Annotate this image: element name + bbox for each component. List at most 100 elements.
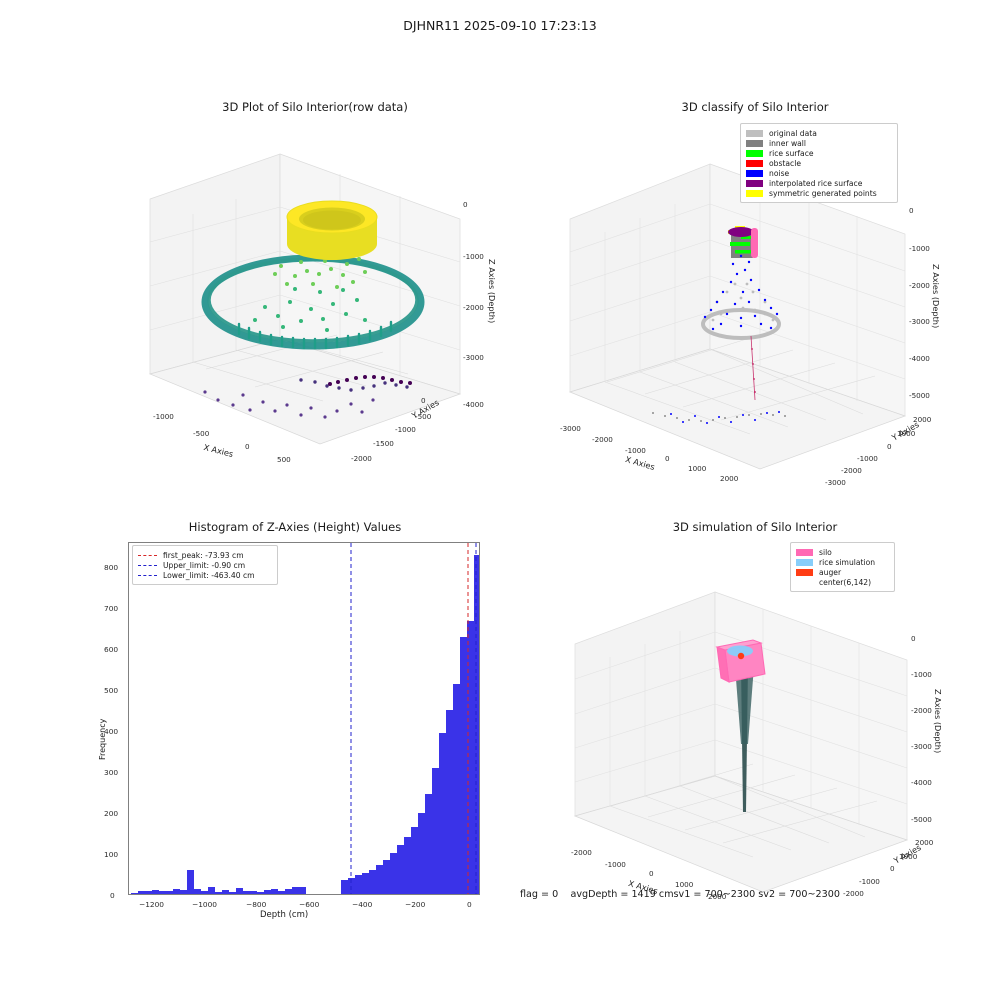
legend-row-inner-wall: inner wall xyxy=(746,138,891,148)
legend-label-noise: noise xyxy=(769,168,790,178)
panel-classify-3d-plot: 3D classify of Silo Interior xyxy=(545,100,965,487)
sim-ztick-4: -4000 xyxy=(911,778,932,787)
legend-swatch-obstacle xyxy=(746,159,763,167)
legend-label-center: center(6,142) xyxy=(819,577,872,587)
hist-xtick-0: 0 xyxy=(467,900,472,909)
sim-z-axis-label: Z Axies (Depth) xyxy=(933,689,943,754)
legend-swatch-symmetric-generated-points xyxy=(746,189,763,197)
histogram-plot-area[interactable]: first_peak: -73.93 cm Upper_limit: -0.90… xyxy=(128,542,480,895)
legend-row-rice-surface: rice surface xyxy=(746,148,891,158)
classify-ytick-5: -3000 xyxy=(825,478,846,487)
legend-label-rice-simulation: rice simulation xyxy=(819,557,876,567)
legend-row-center: center(6,142) xyxy=(796,577,888,587)
hist-ytick-400: 400 xyxy=(104,727,119,736)
sim-xtick-4: 2000 xyxy=(708,892,727,901)
classify-ztick-5: -5000 xyxy=(909,391,930,400)
sim-ztick-0: 0 xyxy=(911,634,916,643)
legend-dash-upper-limit xyxy=(138,564,157,566)
legend-row-original-data: original data xyxy=(746,128,891,138)
legend-label-interpolated-rice-surface: interpolated rice surface xyxy=(769,178,863,188)
legend-row-lower-limit: Lower_limit: -463.40 cm xyxy=(138,570,271,580)
auger-head xyxy=(737,652,745,660)
sim-ytick-0: 2000 xyxy=(915,838,934,847)
legend-dash-first-peak xyxy=(138,554,157,556)
hist-ytick-100: 100 xyxy=(104,850,119,859)
simulation-legend: silo rice simulation auger center(6,142) xyxy=(790,542,895,592)
legend-label-inner-wall: inner wall xyxy=(769,138,807,148)
raw-ztick-0: 0 xyxy=(463,200,468,209)
classify-xtick-0: -3000 xyxy=(560,424,581,433)
legend-row-first-peak: first_peak: -73.93 cm xyxy=(138,550,271,560)
raw-xtick-3: 500 xyxy=(277,455,291,464)
legend-swatch-rice-simulation xyxy=(796,558,813,566)
hist-ytick-700: 700 xyxy=(104,604,119,613)
hist-xtick--200: −200 xyxy=(405,900,426,909)
raw-ytick-4: -2000 xyxy=(351,454,372,463)
classify-ztick-1: -1000 xyxy=(909,244,930,253)
legend-swatch-auger xyxy=(796,568,813,576)
simulation-3d-axes[interactable]: silo rice simulation auger center(6,142)… xyxy=(545,542,965,901)
raw-z-axis-label: Z Axies (Depth) xyxy=(487,259,497,324)
sim-xtick-2: 0 xyxy=(649,869,654,878)
legend-label-upper-limit: Upper_limit: -0.90 cm xyxy=(163,560,246,570)
raw-3d-canvas xyxy=(148,153,462,445)
legend-label-lower-limit: Lower_limit: -463.40 cm xyxy=(163,570,255,580)
hist-x-axis-label: Depth (cm) xyxy=(260,910,309,920)
classify-ztick-4: -4000 xyxy=(909,354,930,363)
sim-xtick-0: -2000 xyxy=(571,848,592,857)
hist-ytick-300: 300 xyxy=(104,768,119,777)
raw-xtick-1: -500 xyxy=(193,429,210,438)
classify-ytick-0: 2000 xyxy=(913,415,932,424)
legend-row-noise: noise xyxy=(746,168,891,178)
classify-xtick-2: -1000 xyxy=(625,446,646,455)
raw-ytick-1: -500 xyxy=(415,412,432,421)
legend-label-symmetric-generated-points: symmetric generated points xyxy=(769,188,877,198)
classify-ytick-1: 1000 xyxy=(897,429,916,438)
legend-label-rice-surface: rice surface xyxy=(769,148,814,158)
sim-ztick-2: -2000 xyxy=(911,706,932,715)
classify-ytick-2: 0 xyxy=(887,442,892,451)
sim-ztick-3: -3000 xyxy=(911,742,932,751)
sim-ytick-4: -2000 xyxy=(843,889,864,898)
panel-raw-title: 3D Plot of Silo Interior(row data) xyxy=(222,100,408,114)
raw-ytick-0: 0 xyxy=(421,396,426,405)
sim-ytick-1: 1000 xyxy=(899,852,918,861)
classify-ytick-3: -1000 xyxy=(857,454,878,463)
sim-ytick-3: -1000 xyxy=(859,877,880,886)
legend-row-obstacle: obstacle xyxy=(746,158,891,168)
raw-xtick-0: -1000 xyxy=(153,412,174,421)
legend-row-interpolated-rice-surface: interpolated rice surface xyxy=(746,178,891,188)
raw-ztick-3: -3000 xyxy=(463,353,484,362)
legend-label-original-data: original data xyxy=(769,128,817,138)
legend-row-auger: auger xyxy=(796,567,888,577)
hist-xtick--600: −600 xyxy=(299,900,320,909)
sim-ztick-1: -1000 xyxy=(911,670,932,679)
figure-suptitle: DJHNR11 2025-09-10 17:23:13 xyxy=(403,18,597,33)
sim-xtick-3: 1000 xyxy=(675,880,694,889)
legend-swatch-inner-wall xyxy=(746,139,763,147)
classify-ytick-4: -2000 xyxy=(841,466,862,475)
histogram-legend: first_peak: -73.93 cm Upper_limit: -0.90… xyxy=(132,545,278,585)
classify-3d-axes[interactable]: original data inner wall rice surface ob… xyxy=(545,123,965,487)
legend-swatch-original-data xyxy=(746,129,763,137)
raw-ztick-4: -4000 xyxy=(463,400,484,409)
classify-legend: original data inner wall rice surface ob… xyxy=(740,123,898,203)
classify-xtick-5: 2000 xyxy=(720,474,739,483)
histogram-bars xyxy=(131,555,479,894)
panel-simulation-title: 3D simulation of Silo Interior xyxy=(672,520,838,534)
raw-3d-axes[interactable]: 0 -1000 -2000 -3000 -4000 Z Axies (Depth… xyxy=(115,124,515,480)
legend-label-silo: silo xyxy=(819,547,832,557)
classify-xtick-1: -2000 xyxy=(592,435,613,444)
panel-histogram: Histogram of Z-Axies (Height) Values xyxy=(98,520,490,920)
legend-label-obstacle: obstacle xyxy=(769,158,802,168)
legend-label-auger: auger xyxy=(819,567,842,577)
classify-xtick-4: 1000 xyxy=(688,464,707,473)
legend-label-first-peak: first_peak: -73.93 cm xyxy=(163,550,244,560)
legend-dash-lower-limit xyxy=(138,574,157,576)
classify-ztick-2: -2000 xyxy=(909,281,930,290)
hist-ytick-200: 200 xyxy=(104,809,119,818)
legend-row-silo: silo xyxy=(796,547,888,557)
silo-cylinder xyxy=(286,200,378,260)
classify-ztick-0: 0 xyxy=(909,206,914,215)
hist-xtick--800: −800 xyxy=(246,900,267,909)
